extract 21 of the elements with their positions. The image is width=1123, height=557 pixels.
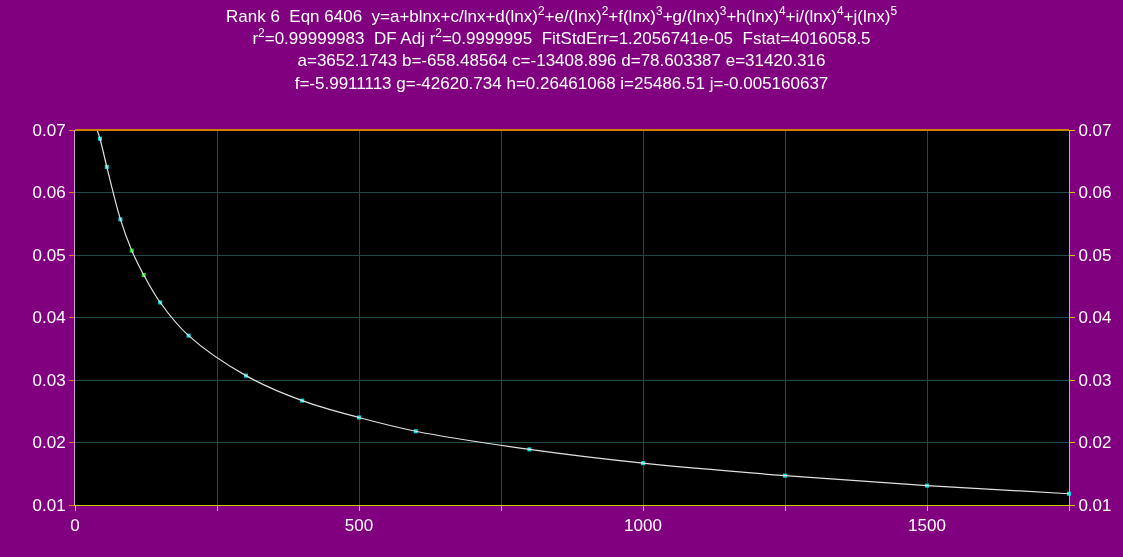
y-tick-label: 0.04 <box>32 308 66 328</box>
x-tick-label: 1000 <box>624 516 662 536</box>
y-tick-label: 0.03 <box>32 370 66 390</box>
y-tick-label: 0.01 <box>32 495 66 515</box>
y-tick-label: 0.07 <box>32 120 66 140</box>
y2-tick-label: 0.04 <box>1078 308 1112 328</box>
line-series <box>96 130 1069 495</box>
y2-tick-label: 0.03 <box>1078 370 1112 390</box>
y-tick-label: 0.05 <box>32 245 66 265</box>
x-tick-label: 0 <box>70 516 80 536</box>
y2-tick-label: 0.05 <box>1078 245 1112 265</box>
chart-subtitle: r$^{2}$=0.99999983 DF Adj r$^{2}$=0.9999995 FitStdErr=1.2056741e-05 Fstat=4016058.5 a=3652.1743 b=-658.48564 c=-13408.896 d=78.603387 e=31420.316 f=-5.9911113 g=-42620.734 h=0.26461068 i=25486.51 j=-0.005160637 <box>252 26 871 93</box>
y2-tick-label: 0.06 <box>1078 183 1112 203</box>
y2-tick-label: 0.01 <box>1078 495 1112 515</box>
y2-tick-label: 0.02 <box>1078 433 1112 453</box>
chart-title: Rank 6 Eqn 6406 y=a+blnx+c/lnx+d(lnx)$^{2}$+e/(lnx)$^{2}$+f(lnx)$^{3}$+g/(lnx)$^{3}$+h(lnx)$^{4}$+i/(lnx)$^{4}$+j(lnx)$^{5}$ <box>226 4 897 27</box>
x-tick-label: 500 <box>344 516 374 536</box>
x-tick-label: 1500 <box>908 516 946 536</box>
y-tick-label: 0.02 <box>32 433 66 453</box>
y-tick-label: 0.06 <box>32 183 66 203</box>
y2-tick-label: 0.07 <box>1078 120 1112 140</box>
